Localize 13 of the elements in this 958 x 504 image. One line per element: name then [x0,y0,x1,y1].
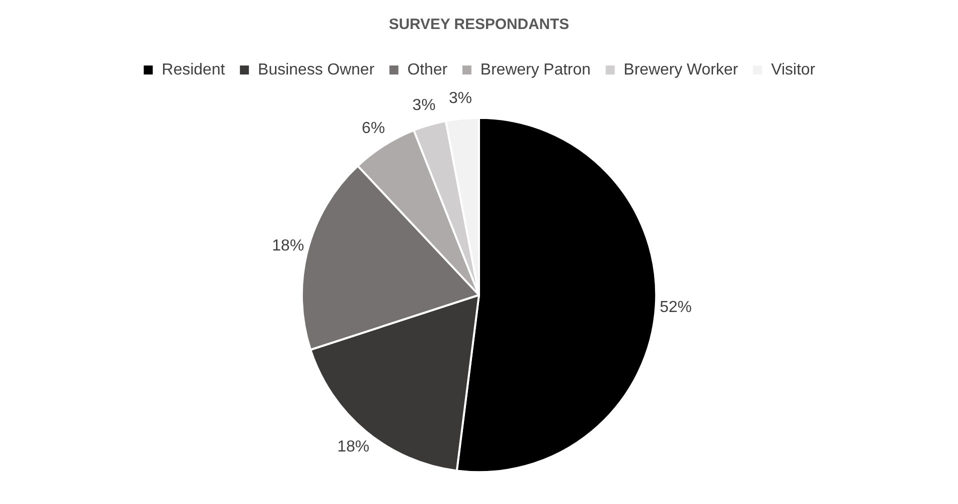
legend-label: Brewery Patron [480,61,591,78]
legend-label: Other [407,61,448,78]
chart-title: SURVEY RESPONDANTS [388,16,570,34]
data-label: 3% [412,97,436,114]
legend-label: Resident [162,61,226,78]
data-label: 18% [337,438,370,456]
legend-label: Brewery Worker [624,61,739,78]
data-label: 6% [362,120,385,137]
data-label: 18% [272,237,304,254]
data-label: 3% [448,90,472,108]
legend-label: Business Owner [258,61,376,78]
data-label: 52% [660,298,692,316]
legend-label: Visitor [771,61,816,78]
